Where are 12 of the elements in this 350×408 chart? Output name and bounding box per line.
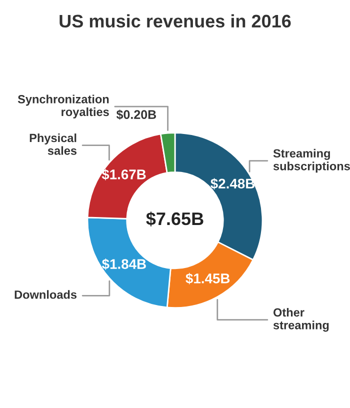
data-label: $0.20B xyxy=(116,110,156,120)
slice-label: Physical sales xyxy=(30,133,77,155)
slice-label: Synchronization royalties xyxy=(18,94,109,118)
data-label: $2.48B xyxy=(210,178,255,190)
slice-label: Other streaming xyxy=(273,308,329,332)
data-label: $1.45B xyxy=(186,272,230,284)
data-label: $1.67B xyxy=(102,168,146,180)
text: $7.65B xyxy=(146,212,204,226)
slice-label: Downloads xyxy=(14,290,77,299)
chart-title: US music revenues in 2016 xyxy=(60,14,291,28)
data-label: $1.84B xyxy=(102,258,146,270)
slice-label: Streaming subscriptions xyxy=(273,148,350,173)
